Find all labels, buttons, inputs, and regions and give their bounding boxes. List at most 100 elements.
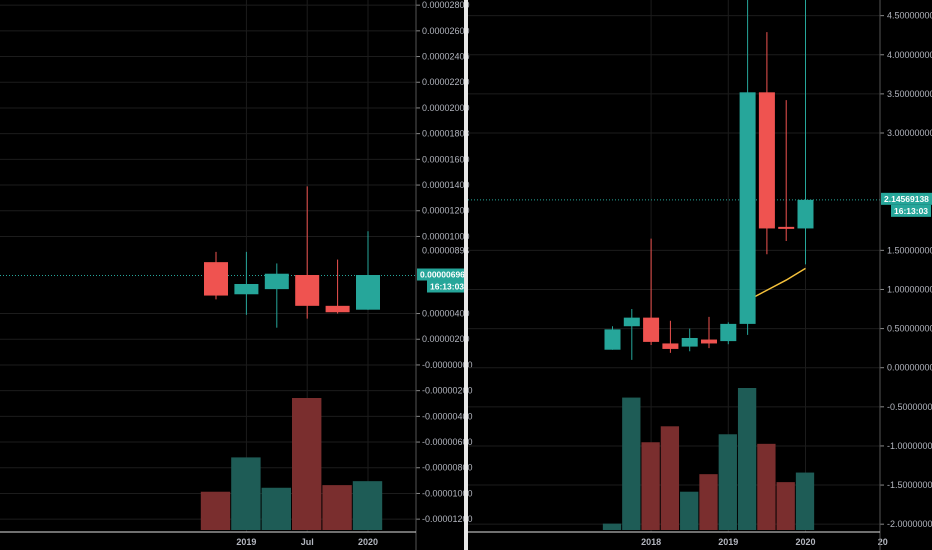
y-tick-label: 0.00001200 [422, 206, 470, 216]
x-tick-label: 2020 [358, 537, 378, 547]
volume-bar [699, 474, 718, 530]
y-tick-label: -0.00000000 [422, 360, 473, 370]
candle-body [662, 343, 679, 349]
candle[interactable] [234, 251, 259, 315]
y-tick-label: 0.00001400 [422, 180, 470, 190]
y-tick-label: 0.00001800 [422, 129, 470, 139]
last-price-badge [881, 192, 932, 205]
candle-body [234, 283, 259, 295]
y-tick-label: 0.00002200 [422, 77, 470, 87]
y-tick-label: 0.00002800 [422, 0, 470, 10]
candle-body [681, 337, 698, 347]
candle[interactable] [758, 32, 775, 255]
candle-body [643, 317, 660, 342]
last-price-label: 0.00000696 [420, 270, 465, 280]
pane-separator[interactable] [464, 0, 468, 550]
candle-body [739, 92, 756, 324]
x-tick-label: 2019 [718, 537, 738, 547]
left-chart-pane[interactable]: 0.00002800 0.00002600 0.00002400 0.00002200… [0, 0, 473, 550]
y-tick-label: 0.00002400 [422, 52, 470, 62]
y-tick-label: 0.00000200 [422, 334, 470, 344]
candle[interactable] [264, 263, 289, 328]
countdown-label: 16:13:03 [430, 282, 464, 292]
right-chart-pane[interactable]: 4.50000000 4.00000000 3.50000000 3.00000000… [468, 0, 932, 550]
candle[interactable] [295, 186, 320, 319]
candle[interactable] [643, 238, 660, 346]
y-tick-label: 0.00000000 [887, 363, 932, 373]
volume-bar [660, 426, 680, 530]
candle[interactable] [739, 0, 756, 335]
candle[interactable] [701, 316, 717, 349]
last-price-badge [417, 268, 465, 281]
countdown-badge [427, 280, 467, 293]
volume-bar [352, 481, 383, 530]
candle-body [758, 92, 775, 229]
y-tick-label: -1.00000000 [887, 441, 932, 451]
y-tick-label: -0.00000800 [422, 463, 473, 473]
candle[interactable] [681, 328, 698, 352]
countdown-label: 16:13:03 [894, 206, 928, 216]
candle[interactable] [778, 100, 795, 241]
y-tick-label: -1.50000000 [887, 480, 932, 490]
y-tick-label: 4.00000000 [887, 50, 932, 60]
candle-body [720, 323, 737, 342]
y-tick-label: -0.00000200 [422, 386, 473, 396]
countdown-badge [891, 204, 931, 217]
candle[interactable] [797, 0, 814, 265]
volume-bar [602, 523, 622, 530]
moving-average-line [747, 267, 806, 302]
y-tick-label: -0.00000600 [422, 437, 473, 447]
volume-bar [261, 487, 291, 530]
y-tick-label: 0.50000000 [887, 324, 932, 334]
volume-bar [200, 491, 231, 530]
candle[interactable] [604, 326, 621, 350]
y-tick-label: 0.00001000 [422, 231, 470, 241]
volume-bar [231, 457, 261, 530]
candle[interactable] [623, 309, 640, 360]
candle-body [356, 274, 380, 310]
volume-bar [322, 485, 352, 530]
y-tick-label: 0.00001600 [422, 154, 470, 164]
candle-body [701, 339, 717, 344]
candle-body [623, 317, 640, 327]
y-tick-label: -0.00000400 [422, 411, 473, 421]
volume-bar [622, 397, 641, 530]
candle[interactable] [204, 251, 228, 300]
volume-bar [680, 491, 699, 530]
y-tick-label: 0.00002000 [422, 103, 470, 113]
y-tick-label: 0.00002600 [422, 26, 470, 36]
y-tick-label: 1.50000000 [887, 245, 932, 255]
candle[interactable] [356, 231, 380, 310]
candle-body [204, 262, 228, 296]
candle-body [325, 305, 350, 313]
volume-bar [795, 472, 815, 530]
x-tick-label: 2019 [236, 537, 256, 547]
volume-bar [292, 398, 322, 530]
candle-body [797, 199, 814, 229]
y-tick-label: 3.50000000 [887, 89, 932, 99]
candle-body [778, 226, 795, 229]
volume-bar [757, 443, 776, 530]
y-tick-label: -2.00000000 [887, 519, 932, 529]
y-tick-label: -0.00001200 [422, 514, 473, 524]
volume-bar [641, 442, 660, 530]
y-tick-label: -0.00001000 [422, 488, 473, 498]
x-tick-label: 2018 [641, 537, 661, 547]
candle[interactable] [662, 320, 679, 353]
volume-bar [776, 482, 795, 530]
candle-body [295, 274, 320, 306]
x-tick-label: Jul [301, 537, 314, 547]
y-tick-label: 0.00000400 [422, 309, 470, 319]
x-tick-label: 20 [878, 537, 888, 547]
y-tick-label: 3.00000000 [887, 128, 932, 138]
y-tick-label: -0.50000000 [887, 402, 932, 412]
candle-body [604, 329, 621, 350]
x-tick-label: 2020 [795, 537, 815, 547]
y-tick-label: 0.00000896 [422, 246, 470, 256]
candle[interactable] [720, 322, 737, 345]
y-tick-label: 1.00000000 [887, 284, 932, 294]
last-price-label: 2.14569138 [884, 194, 929, 204]
candle[interactable] [325, 259, 350, 314]
y-tick-label: 4.50000000 [887, 11, 932, 21]
